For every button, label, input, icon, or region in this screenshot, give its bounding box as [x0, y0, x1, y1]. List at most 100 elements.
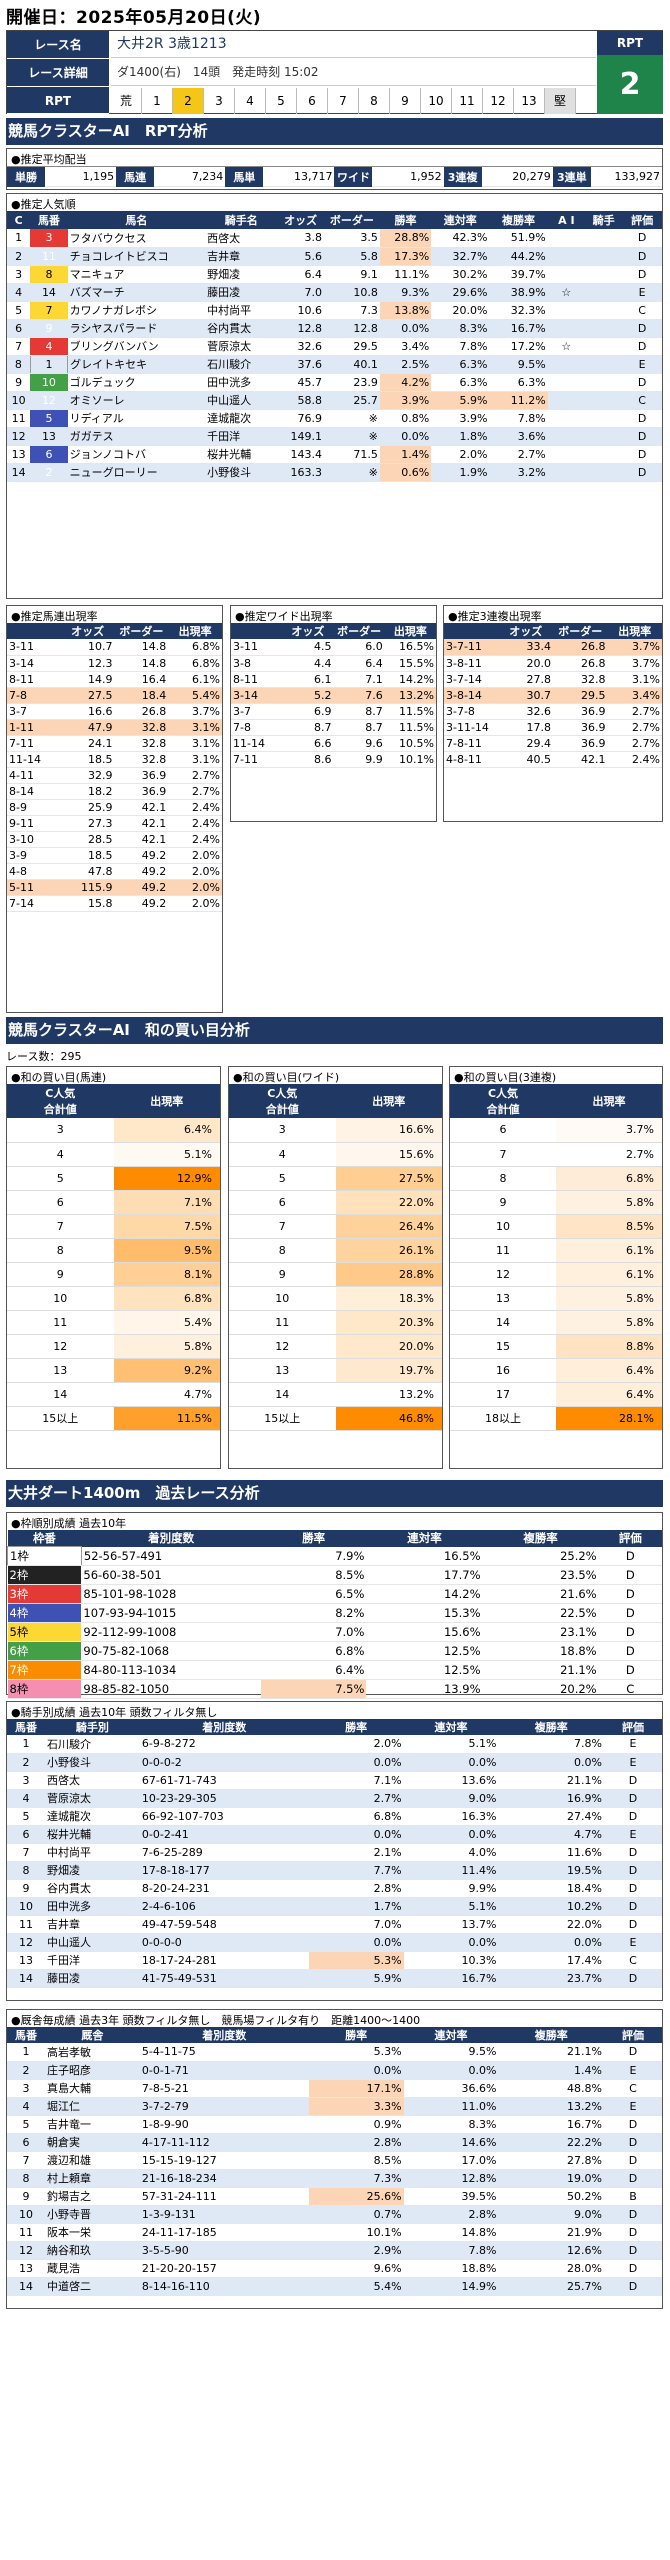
perf-cell: 18-17-24-281: [139, 1951, 309, 1970]
perf-cell: 6: [7, 2133, 45, 2152]
perf-cell: 真島大輔: [44, 2079, 140, 2098]
sum-rate: 16.6%: [335, 1118, 442, 1143]
sum-key: 14: [229, 1382, 336, 1407]
sum-rate: 5.8%: [556, 1286, 662, 1311]
table-header: 厩舎: [44, 2027, 140, 2043]
popularity-header: 勝率: [379, 211, 432, 229]
popularity-cell: 石川駿介: [205, 355, 278, 374]
table-cell: 2.4%: [168, 799, 222, 816]
rpt-cell: 荒: [111, 88, 142, 114]
sum-row: 18以上 28.1%: [450, 1406, 662, 1431]
perf-cell: 49-47-59-548: [139, 1915, 309, 1934]
perf-cell: 桜井光輔: [44, 1825, 140, 1844]
perf-cell: 9.0%: [498, 2205, 604, 2224]
popularity-cell: 29.5: [323, 337, 380, 356]
sum-key: 10: [7, 1286, 114, 1311]
perf-cell: D: [603, 1879, 662, 1898]
popularity-cell: [547, 463, 585, 482]
payout-type: 3連単: [552, 166, 591, 187]
waku-cell: 18.8%: [482, 1641, 599, 1661]
table-row: 8-14 18.2 36.9 2.7%: [7, 783, 222, 800]
table-cell: 3-8-14: [444, 687, 499, 704]
perf-cell: 阪本一栄: [44, 2223, 140, 2242]
popularity-cell: ニューグローリー: [67, 463, 206, 482]
table-cell: 7-8: [231, 719, 283, 736]
popularity-row: 7 4 ブリングバンバン 菅原涼太 32.6 29.5 3.4% 7.8% 17.2% ☆ D: [7, 337, 662, 356]
popularity-cell: 5: [7, 301, 31, 320]
waku-cell: 8.2%: [260, 1603, 367, 1623]
perf-cell: 10.3%: [403, 1951, 499, 1970]
rpt-header: RPT: [597, 31, 663, 55]
popularity-cell: 1: [29, 354, 69, 374]
table-cell: 3-11: [231, 639, 283, 656]
sum-row: 10 8.5%: [450, 1214, 662, 1239]
sum-rate: 20.3%: [335, 1310, 442, 1335]
popularity-cell: 20.0%: [431, 301, 490, 320]
perf-cell: 23.7%: [498, 1969, 604, 1988]
sum-row: 7 7.5%: [7, 1214, 220, 1239]
perf-cell: 8: [7, 1861, 45, 1880]
perf-cell: 9.5%: [403, 2043, 499, 2062]
perf-cell: D: [603, 2205, 662, 2224]
table-cell: 3-14: [7, 655, 61, 672]
waku-cell: 21.6%: [482, 1584, 599, 1604]
waku-cell: 16.5%: [366, 1546, 483, 1566]
table-cell: 6.8%: [168, 639, 222, 656]
popularity-cell: 32.3%: [489, 301, 548, 320]
perf-cell: 21-16-18-234: [139, 2169, 309, 2188]
popularity-cell: [584, 463, 623, 482]
perf-cell: E: [603, 2061, 662, 2080]
popularity-cell: D: [622, 247, 662, 266]
sum-key: 6: [7, 1190, 114, 1215]
perf-row: 2 小野俊斗 0-0-0-2 0.0% 0.0% 0.0% E: [7, 1753, 662, 1772]
sum-key: 9: [450, 1190, 556, 1215]
popularity-cell: 2.5%: [379, 355, 432, 374]
rpt-cell: 3: [204, 88, 235, 114]
perf-cell: 0-0-2-41: [139, 1825, 309, 1844]
perf-cell: 11: [7, 2223, 45, 2242]
popularity-cell: 12: [30, 391, 68, 410]
sum-rate: 8.8%: [556, 1334, 662, 1359]
sum-wide-panel: ●和の買い目(ワイド) C人気 合計値 出現率 3 16.6% 4 15.6% 5 27.5%…: [228, 1066, 443, 1469]
table-header: オッズ: [60, 623, 115, 639]
rpt-cell: 5: [266, 88, 297, 114]
perf-cell: 2: [7, 1753, 45, 1772]
perf-cell: 4-17-11-112: [139, 2133, 309, 2152]
popularity-cell: [584, 247, 623, 266]
table-cell: 2.0%: [168, 879, 222, 896]
sum-key: 14: [7, 1382, 114, 1407]
table-header: 複勝率: [498, 1719, 604, 1735]
table-row: 3-7 16.6 26.8 3.7%: [7, 703, 222, 720]
table-cell: 32.9: [60, 767, 115, 784]
sum-key: 11: [229, 1310, 336, 1335]
perf-cell: 11.0%: [403, 2097, 499, 2116]
perf-cell: E: [603, 2097, 662, 2116]
popularity-cell: ガガテス: [67, 427, 206, 446]
perf-cell: 10: [7, 1897, 45, 1916]
sum-key: 12: [7, 1334, 114, 1359]
popularity-cell: 3.4%: [379, 337, 432, 356]
perf-cell: 13: [7, 1951, 45, 1970]
table-header: 評価: [603, 2027, 662, 2043]
perf-cell: 22.2%: [498, 2133, 604, 2152]
table-cell: 3-7: [231, 703, 283, 720]
popularity-cell: 5.8: [323, 247, 380, 266]
perf-cell: D: [603, 1789, 662, 1808]
sum-rate: 15.6%: [335, 1142, 442, 1167]
table-cell: 6.4: [333, 655, 385, 672]
perf-cell: 石川駿介: [44, 1735, 140, 1754]
waku-cell: 84-80-113-1034: [81, 1660, 261, 1680]
table-row: 11-14 6.6 9.6 10.5%: [231, 735, 436, 752]
trainer-panel: ●厩舎毎成績 過去3年 頭数フィルタ無し 競馬場フィルタ有り 距離1400～14…: [6, 2009, 663, 2309]
popularity-cell: 37.6: [277, 355, 324, 374]
popularity-cell: 5: [30, 409, 68, 428]
perf-cell: 中山遥人: [44, 1933, 140, 1952]
popularity-cell: ☆: [547, 337, 585, 356]
waku-panel: ●枠順別成績 過去10年 枠番 着別度数 勝率 連対率 複勝率 評価 1枠 52-56-57-…: [6, 1512, 663, 1699]
table-row: 4-8-11 40.5 42.1 2.4%: [444, 751, 662, 768]
payout-title: ●推定平均配当: [11, 153, 87, 166]
payout-type: 3連複: [443, 166, 482, 187]
table-cell: 14.8: [114, 655, 169, 672]
perf-cell: E: [603, 1825, 662, 1844]
perf-cell: 0.0%: [403, 1933, 499, 1952]
